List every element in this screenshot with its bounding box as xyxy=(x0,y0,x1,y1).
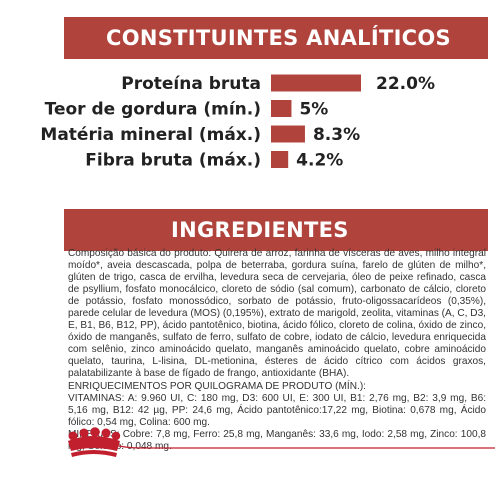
footer-decorative-line xyxy=(100,439,495,449)
royal-canin-crown-icon xyxy=(68,427,121,457)
nutrient-bar xyxy=(271,151,289,168)
ingredients-text: Composição básica do produto: Quirera de… xyxy=(68,248,486,453)
nutrient-label: Teor de gordura (mín.) xyxy=(45,100,261,120)
nutrient-value: 4.2% xyxy=(296,151,343,171)
nutrient-label: Fibra bruta (máx.) xyxy=(85,151,261,171)
nutrient-bar xyxy=(271,125,305,143)
nutrient-label: Proteína bruta xyxy=(121,74,261,94)
nutrient-bar xyxy=(271,100,292,117)
nutrient-label: Matéria mineral (máx.) xyxy=(40,125,261,145)
nutrient-value: 8.3% xyxy=(313,125,360,145)
ingredients-vitamins: VITAMINAS: A: 9.960 UI, C: 180 mg, D3: 6… xyxy=(68,392,486,428)
nutrient-bar xyxy=(271,74,361,92)
nutrient-value: 22.0% xyxy=(376,74,435,94)
analytical-constituents-header: CONSTITUINTES ANALÍTICOS xyxy=(64,17,488,59)
ingredients-composition: Composição básica do produto: Quirera de… xyxy=(68,248,486,380)
ingredients-header: INGREDIENTES xyxy=(64,209,488,251)
nutrient-bar-chart: Proteína bruta 22.0% Teor de gordura (mín.… xyxy=(40,74,435,171)
ingredients-enrichment-title: ENRIQUECIMENTOS POR QUILOGRAMA DE PRODUT… xyxy=(68,380,366,392)
nutrient-value: 5% xyxy=(299,100,328,120)
